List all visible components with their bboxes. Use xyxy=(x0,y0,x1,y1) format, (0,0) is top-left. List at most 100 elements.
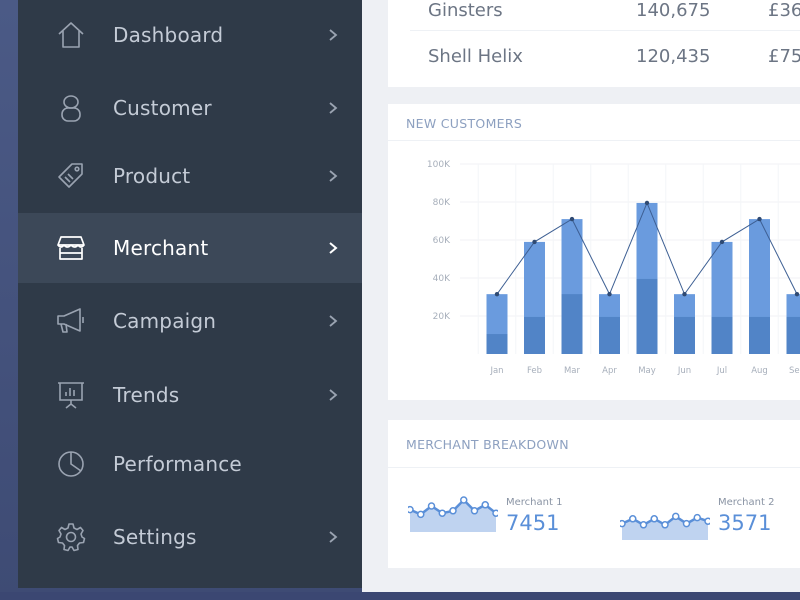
table-row[interactable]: Shell Helix 120,435 £75, xyxy=(410,33,800,79)
sparkline-point xyxy=(639,521,648,529)
chevron-right-icon xyxy=(329,29,338,41)
bar-base xyxy=(749,316,770,354)
y-tick-label: 60K xyxy=(433,236,451,246)
sparkline-point xyxy=(620,519,626,528)
trend-point xyxy=(644,200,650,206)
bar-base xyxy=(711,316,733,354)
card-title: MERCHANT BREAKDOWN xyxy=(406,437,569,452)
megaphone-icon xyxy=(54,304,88,338)
trend-point xyxy=(719,239,725,245)
merchant-count: 120,435 xyxy=(636,45,711,67)
trend-point xyxy=(494,291,500,297)
sparkline-point xyxy=(650,515,658,523)
table-row-divider xyxy=(410,30,800,31)
sidebar-item-customer[interactable]: Customer xyxy=(18,73,362,143)
chevron-right-icon xyxy=(329,242,338,254)
sparkline-point xyxy=(460,496,468,504)
sparkline-point xyxy=(408,505,414,514)
new-customers-chart: 100K 80K 60K 40K 20K Jan Feb Mar Apr May Jun Jul Aug… xyxy=(427,160,800,376)
sparkline-point xyxy=(481,501,489,509)
merchant-value: 7451 xyxy=(506,511,560,535)
user-icon xyxy=(54,91,88,125)
merchant-sparkline xyxy=(620,512,710,540)
trend-point xyxy=(757,216,762,222)
chevron-right-icon xyxy=(329,389,338,401)
bar-base xyxy=(599,316,620,354)
sparkline-point xyxy=(417,510,425,519)
chevron-right-icon xyxy=(329,102,338,114)
x-tick-label: Jun xyxy=(677,366,691,376)
sparkline-point xyxy=(470,507,479,515)
bar-base xyxy=(636,278,658,354)
card-divider xyxy=(388,467,800,468)
sparkline-point xyxy=(427,502,436,510)
x-tick-label: Aug xyxy=(751,366,768,376)
sparkline-point xyxy=(449,507,457,515)
x-tick-label: Feb xyxy=(527,366,542,376)
merchant-label: Merchant 1 xyxy=(506,497,563,508)
sidebar-item-label: Customer xyxy=(113,96,212,120)
y-tick-label: 100K xyxy=(427,160,451,170)
y-tick-label: 40K xyxy=(433,274,451,284)
sparkline-point xyxy=(438,509,446,517)
presentation-chart-icon xyxy=(54,378,88,412)
y-tick-label: 80K xyxy=(433,198,451,208)
sidebar-item-label: Campaign xyxy=(113,309,217,333)
merchant-count: 140,675 xyxy=(636,0,711,21)
y-tick-label: 20K xyxy=(433,312,451,322)
x-tick-label: Apr xyxy=(602,366,617,376)
merchant-sparkline xyxy=(408,496,498,532)
x-tick-label: Jan xyxy=(489,366,503,376)
x-tick-label: Jul xyxy=(716,366,727,376)
sidebar-item-merchant[interactable]: Merchant xyxy=(18,213,362,283)
main-content: Ginsters 140,675 £36, Shell Helix 120,43… xyxy=(362,0,800,592)
merchant-label: Merchant 2 xyxy=(718,497,775,508)
sparkline-point xyxy=(661,521,669,529)
sidebar-item-campaign[interactable]: Campaign xyxy=(18,286,362,356)
trend-point xyxy=(607,291,612,297)
tag-icon xyxy=(54,159,88,193)
sidebar-item-trends[interactable]: Trends xyxy=(18,360,362,430)
table-row[interactable]: Ginsters 140,675 £36, xyxy=(410,0,800,33)
chevron-right-icon xyxy=(329,170,338,182)
sidebar-item-product[interactable]: Product xyxy=(18,141,362,211)
bar-base xyxy=(786,316,800,354)
sparkline-point xyxy=(629,515,637,523)
pie-chart-icon xyxy=(54,447,88,481)
sidebar-item-label: Settings xyxy=(113,525,197,549)
merchant-amount: £75, xyxy=(768,45,800,67)
trend-point xyxy=(682,291,687,297)
sidebar-item-label: Dashboard xyxy=(113,23,224,47)
sparkline-point xyxy=(672,512,680,521)
home-icon xyxy=(54,18,88,52)
chevron-right-icon xyxy=(329,531,338,543)
sparkline-point xyxy=(492,509,498,517)
merchant-name: Shell Helix xyxy=(428,45,523,67)
card-divider xyxy=(388,140,800,141)
bar-base xyxy=(561,294,583,354)
sidebar-item-label: Performance xyxy=(113,452,242,476)
trend-point xyxy=(794,291,800,297)
trend-point xyxy=(569,216,575,222)
sidebar-item-performance[interactable]: Performance xyxy=(18,429,362,499)
sidebar-item-label: Merchant xyxy=(113,236,209,260)
chevron-right-icon xyxy=(329,315,338,327)
sidebar-item-label: Product xyxy=(113,164,191,188)
merchant-value: 3571 xyxy=(718,511,772,535)
bar-base xyxy=(674,316,695,354)
x-tick-label: May xyxy=(638,366,656,376)
merchant-breakdown-card: MERCHANT BREAKDOWN Merchant 1 7451 Merch… xyxy=(388,420,800,568)
sparkline-point xyxy=(693,513,701,522)
sidebar-item-dashboard[interactable]: Dashboard xyxy=(18,0,362,70)
sidebar: Dashboard Customer Product Merchant Camp… xyxy=(18,0,362,588)
footer-strip xyxy=(0,592,800,600)
merchant-name: Ginsters xyxy=(428,0,503,21)
sparkline-point xyxy=(682,519,691,528)
merchant-amount: £36, xyxy=(768,0,800,21)
new-customers-card: NEW CUSTOMERS 100K 80K 60K 40K 20K Jan Feb Mar A… xyxy=(388,104,800,400)
trend-point xyxy=(532,239,537,245)
x-tick-label: Mar xyxy=(564,366,581,376)
merchant-table-card: Ginsters 140,675 £36, Shell Helix 120,43… xyxy=(388,0,800,87)
sidebar-item-label: Trends xyxy=(113,383,180,407)
sidebar-item-settings[interactable]: Settings xyxy=(18,502,362,572)
